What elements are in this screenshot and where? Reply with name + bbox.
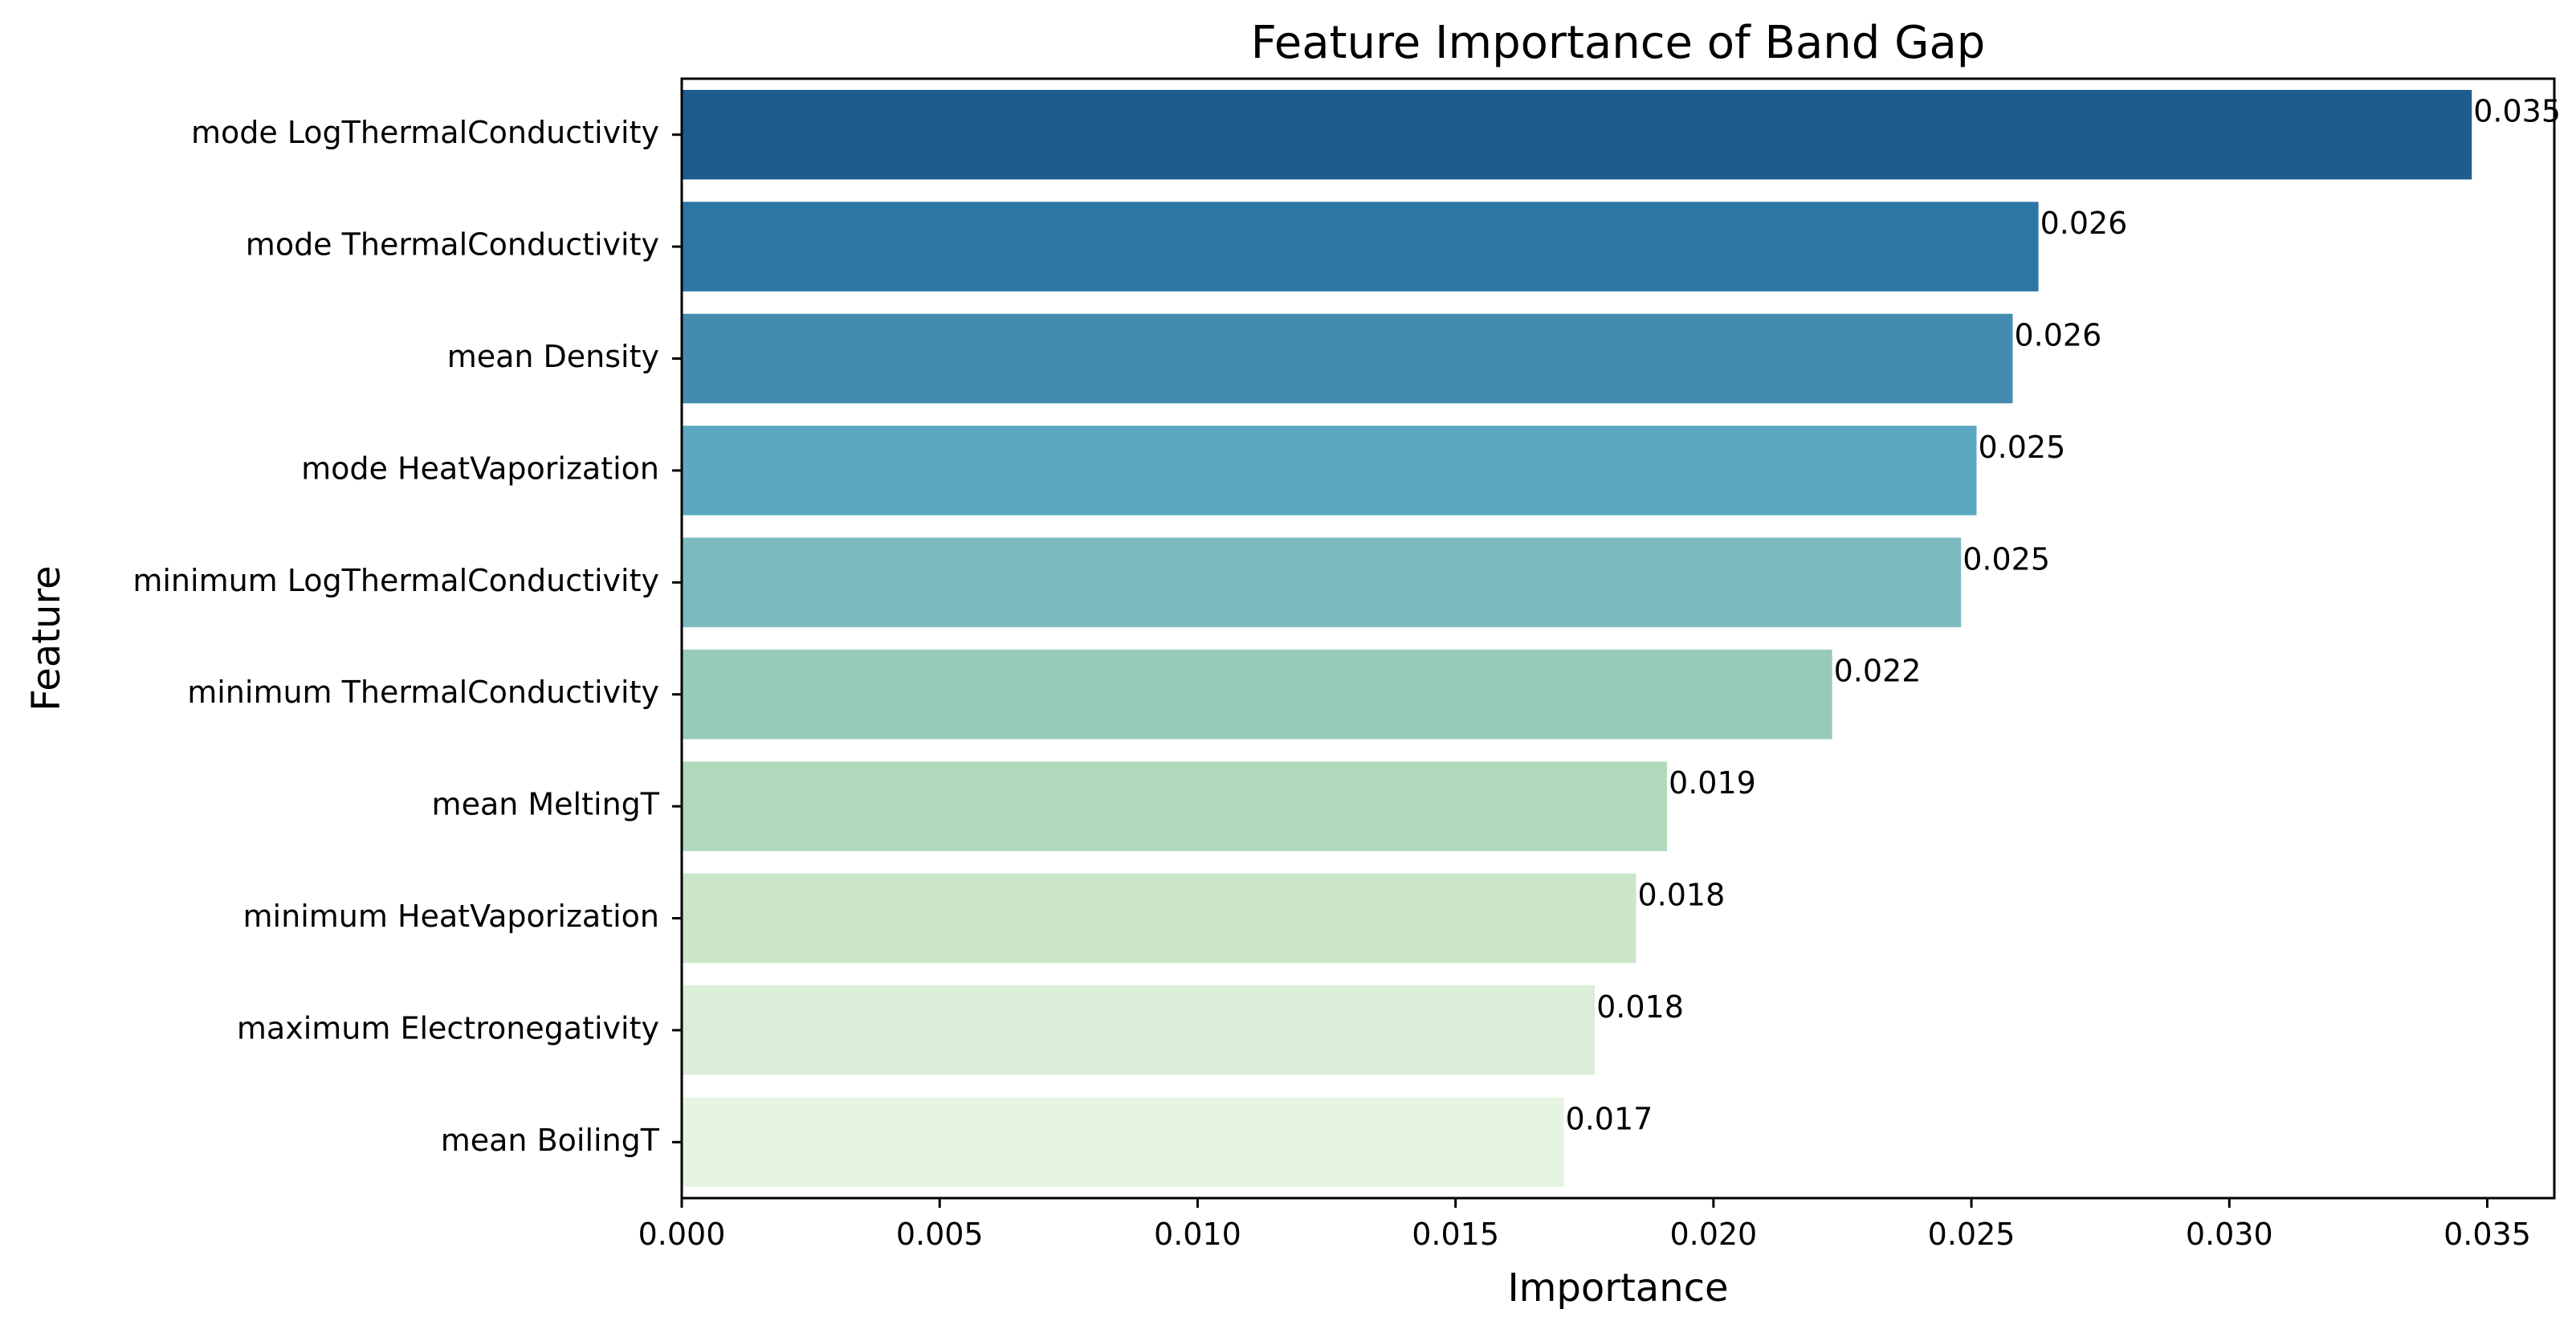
bar (682, 537, 1962, 628)
y-tick-label: minimum ThermalConductivity (187, 675, 659, 710)
bar-value-label: 0.019 (1669, 765, 1756, 801)
bar (682, 761, 1668, 851)
y-axis-label: Feature (24, 565, 69, 711)
x-axis: 0.000 0.005 0.010 0.015 0.020 0.025 0.030 0.035 (638, 1198, 2531, 1252)
x-tick-label: 0.025 (1928, 1217, 2016, 1252)
data-labels-layer: 0.035 0.026 0.026 0.025 0.025 0.022 0.019 0.018… (1566, 94, 2561, 1137)
bar (682, 89, 2472, 180)
x-tick-label: 0.020 (1669, 1217, 1757, 1252)
bar (682, 985, 1596, 1075)
bar-value-label: 0.025 (1963, 541, 2050, 577)
bar-value-label: 0.025 (1978, 430, 2065, 465)
bar-value-label: 0.018 (1637, 878, 1725, 913)
y-tick-label: mean Density (447, 339, 659, 374)
bar-value-label: 0.026 (2014, 318, 2101, 353)
bar (682, 1097, 1564, 1188)
x-tick-label: 0.010 (1154, 1217, 1241, 1252)
y-tick-label: minimum LogThermalConductivity (132, 563, 659, 598)
bar-value-label: 0.022 (1834, 654, 1922, 689)
x-tick-label: 0.015 (1412, 1217, 1499, 1252)
bar-value-label: 0.018 (1596, 989, 1684, 1025)
y-tick-label: mode LogThermalConductivity (191, 115, 659, 150)
bar-value-label: 0.035 (2473, 94, 2561, 129)
y-tick-label: mode ThermalConductivity (246, 227, 659, 263)
chart-title: Feature Importance of Band Gap (1251, 17, 1986, 69)
x-tick-label: 0.035 (2444, 1217, 2531, 1252)
bar (682, 202, 2039, 291)
x-tick-label: 0.000 (638, 1217, 726, 1252)
bar (682, 649, 1832, 740)
x-tick-label: 0.005 (896, 1217, 984, 1252)
y-axis: mode LogThermalConductivity mode ThermalC… (132, 115, 682, 1158)
y-tick-label: mode HeatVaporization (301, 450, 659, 486)
bar-value-label: 0.026 (2040, 206, 2128, 241)
bar (682, 426, 1977, 516)
bars-layer (682, 89, 2472, 1188)
bar-value-label: 0.017 (1566, 1101, 1653, 1136)
x-tick-label: 0.030 (2186, 1217, 2273, 1252)
y-tick-label: maximum Electronegativity (237, 1010, 659, 1046)
y-tick-label: mean BoilingT (441, 1123, 660, 1158)
bar (682, 313, 2013, 404)
plot-frame (680, 77, 2556, 1200)
y-tick-label: mean MeltingT (432, 787, 660, 822)
bar (682, 873, 1636, 964)
x-axis-label: Importance (1507, 1266, 1728, 1311)
y-tick-label: minimum HeatVaporization (243, 899, 659, 934)
